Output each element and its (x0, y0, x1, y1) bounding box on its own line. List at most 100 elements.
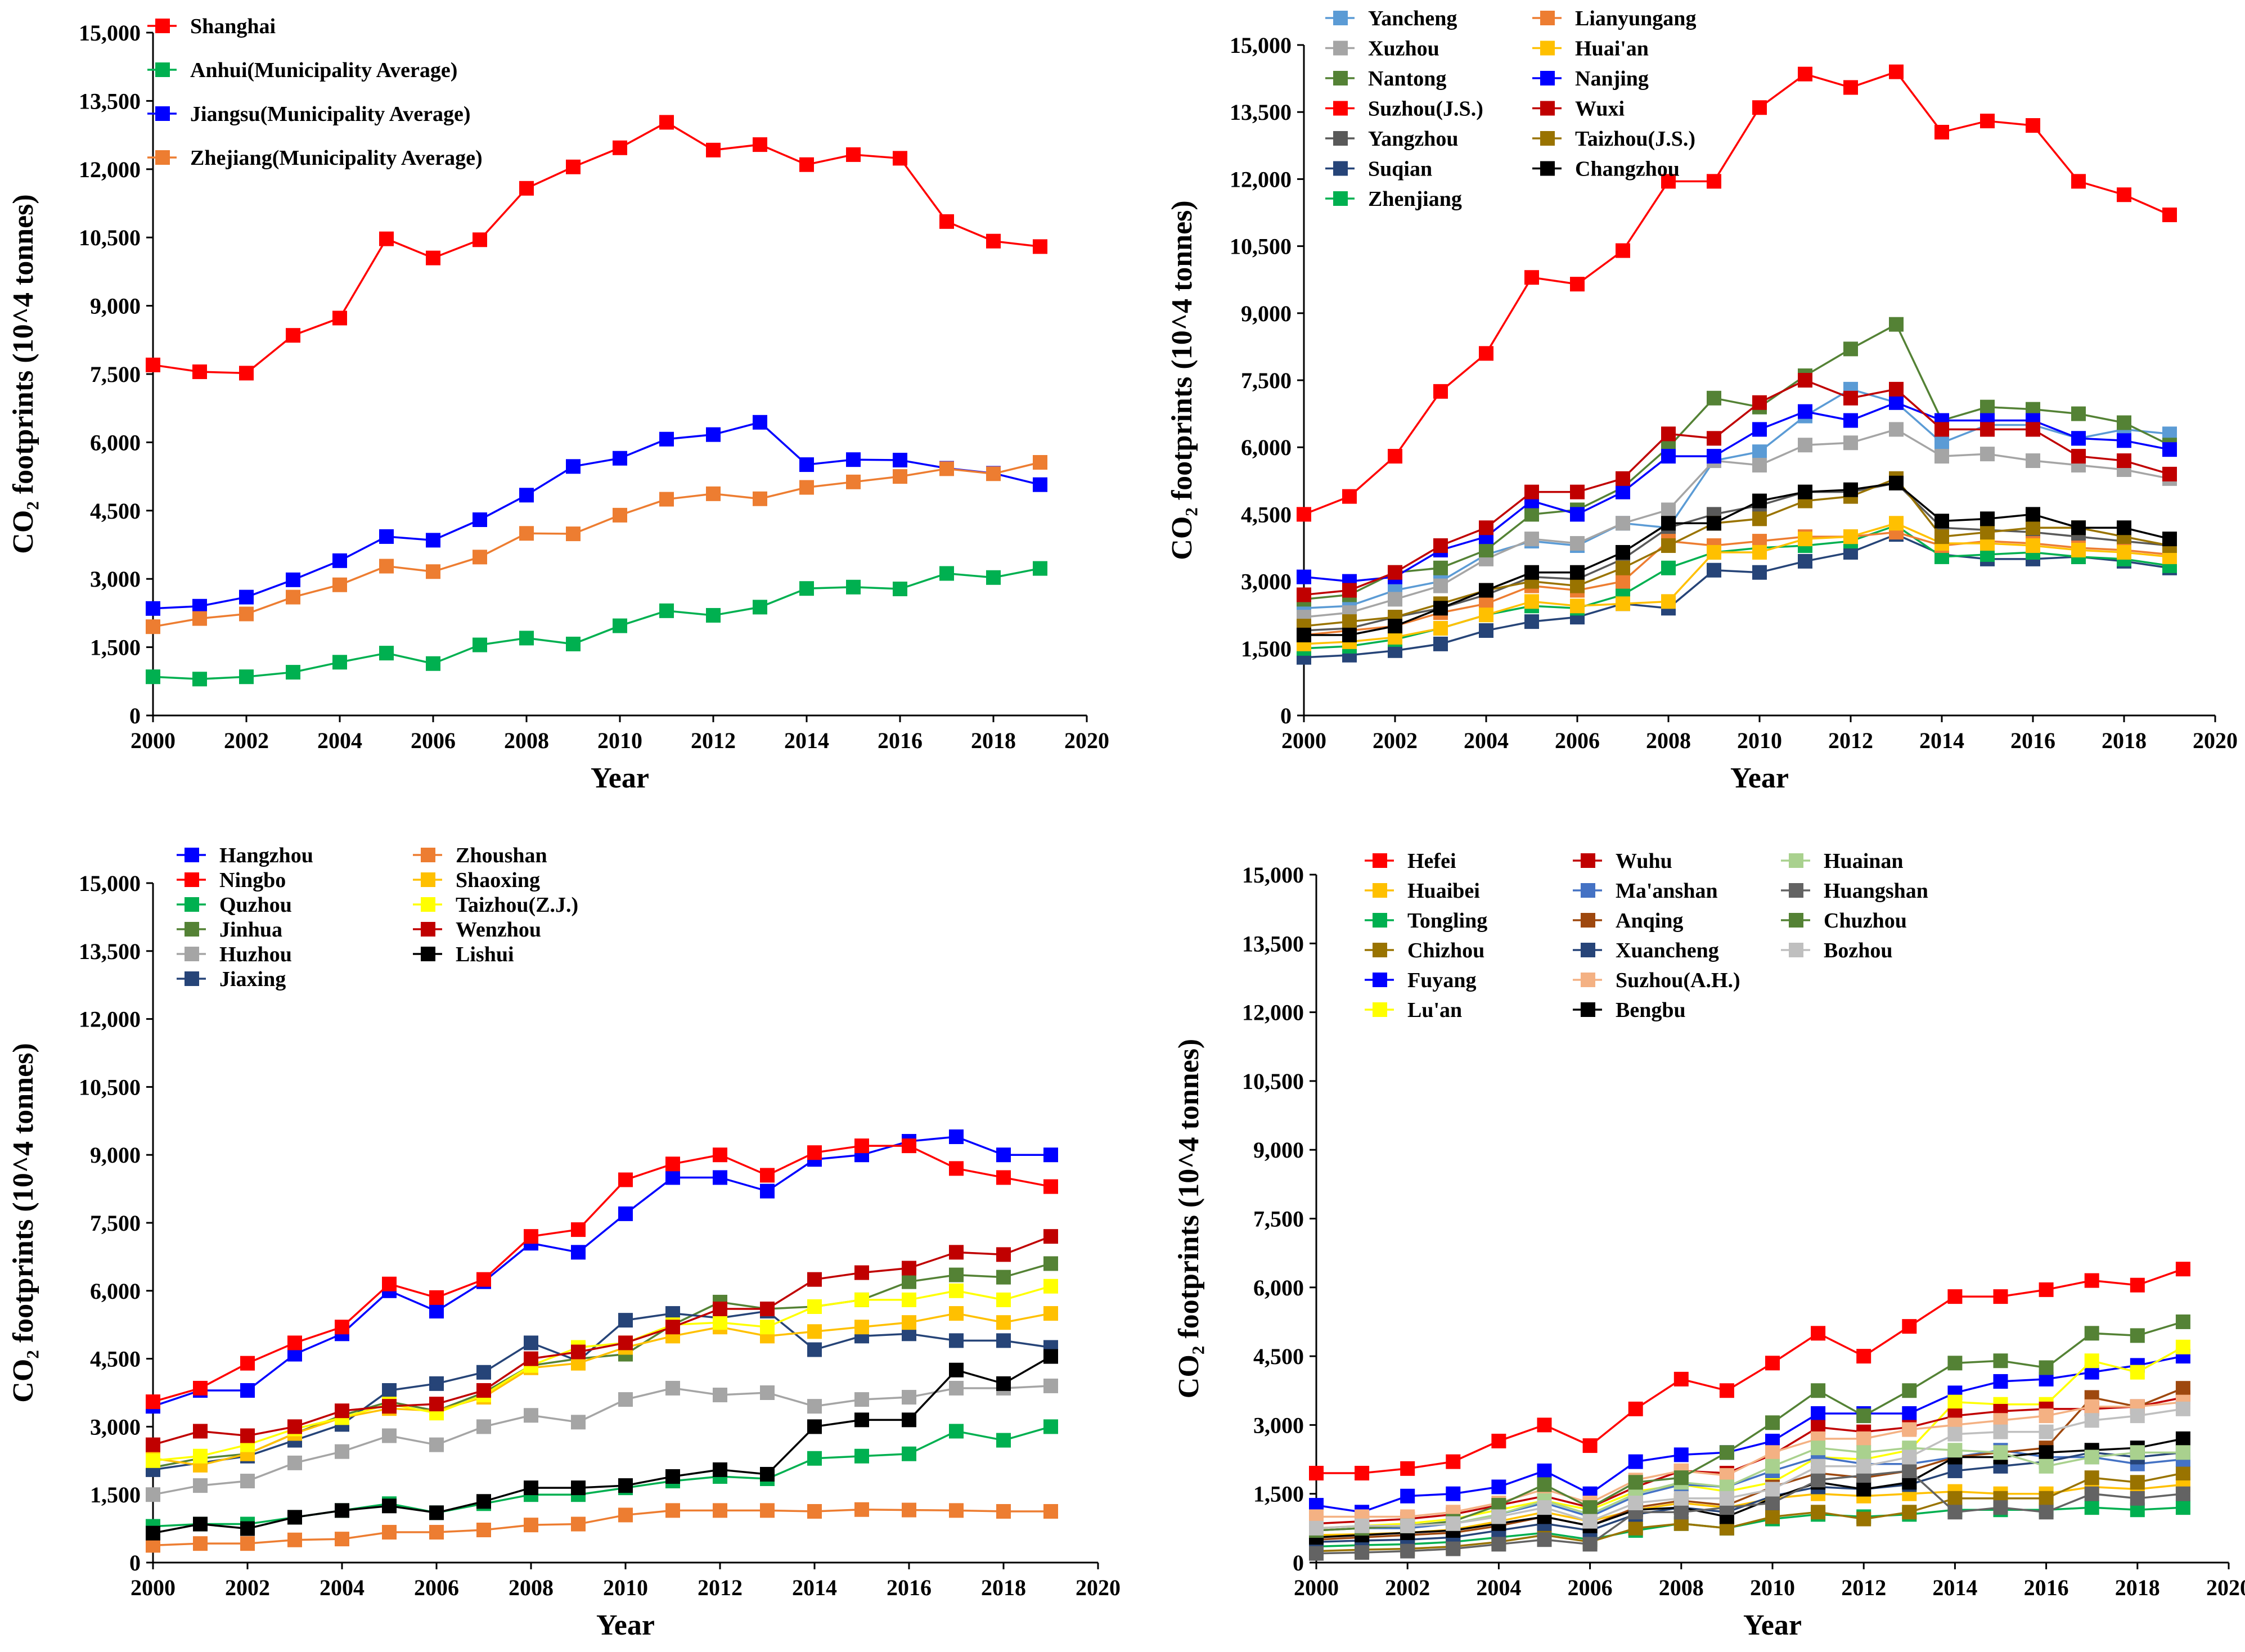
y-tick-label: 6,000 (1253, 1275, 1304, 1300)
data-point (1843, 482, 1858, 497)
legend-marker (1581, 943, 1595, 957)
data-point (1947, 1289, 1963, 1304)
series-xuzhou (1297, 422, 2177, 625)
legend-item-huai-an: Huai'an (1532, 37, 1649, 61)
legend-marker (1540, 131, 1555, 146)
data-point (902, 1412, 916, 1428)
data-point (902, 1292, 916, 1307)
legend-item-jiangsu-municipality-average: Jiangsu(Municipality Average) (147, 102, 471, 126)
legend-item-zhoushan: Zhoushan (413, 844, 547, 867)
legend-label: Chuzhou (1824, 909, 1907, 933)
data-point (1537, 1500, 1552, 1515)
data-point (713, 1147, 727, 1163)
legend-item-anqing: Anqing (1573, 909, 1683, 933)
data-point (524, 1518, 538, 1533)
data-point (799, 457, 814, 472)
y-tick-label: 12,000 (1242, 1000, 1304, 1025)
x-tick-label: 2008 (1646, 728, 1691, 753)
series-quzhou (146, 1419, 1058, 1534)
data-point (429, 1304, 444, 1319)
data-point (1043, 1256, 1058, 1271)
data-point (2117, 453, 2131, 469)
data-point (2026, 453, 2040, 469)
x-tick-label: 2000 (131, 1575, 176, 1600)
series-line (152, 1136, 1051, 1407)
y-tick-label: 7,500 (1241, 368, 1292, 393)
data-point (1719, 1491, 1734, 1506)
data-point (1570, 507, 1585, 522)
legend-marker (1373, 883, 1387, 898)
series-line (1316, 1472, 2184, 1552)
legend-label: Suzhou(A.H.) (1616, 969, 1740, 992)
data-point (1355, 1518, 1370, 1533)
data-point (1947, 1443, 1963, 1458)
data-point (1719, 1383, 1734, 1398)
data-point (473, 512, 487, 527)
data-point (713, 1503, 727, 1518)
data-point (193, 1478, 208, 1493)
data-point (2026, 520, 2040, 535)
y-axis-label: CO₂ footprints (10^4 tonnes) (1173, 1039, 1205, 1398)
data-point (382, 1428, 397, 1443)
data-point (571, 1516, 586, 1532)
data-point (1843, 413, 1858, 428)
y-tick-label: 10,500 (1242, 1069, 1304, 1094)
data-point (713, 1170, 727, 1185)
data-point (1673, 1371, 1689, 1387)
data-point (287, 1510, 302, 1525)
data-point (854, 1502, 869, 1517)
data-point (2039, 1445, 2054, 1460)
legend-marker (421, 947, 435, 961)
y-tick-label: 7,500 (90, 1210, 141, 1236)
data-point (1843, 390, 1858, 406)
y-tick-label: 1,500 (90, 635, 141, 660)
data-point (240, 1356, 255, 1371)
data-point (382, 1276, 397, 1291)
data-point (1811, 1406, 1826, 1421)
data-point (476, 1523, 491, 1538)
legend-marker (1581, 973, 1595, 987)
data-point (2084, 1353, 2099, 1369)
x-tick-label: 2014 (792, 1575, 837, 1600)
data-point (996, 1376, 1011, 1391)
legend-marker (1333, 131, 1348, 146)
data-point (524, 1351, 538, 1366)
data-point (1993, 1289, 2008, 1304)
y-tick-label: 6,000 (1241, 435, 1292, 460)
data-point (659, 603, 674, 618)
data-point (2039, 1424, 2054, 1439)
data-point (1570, 277, 1585, 292)
x-tick-label: 2004 (1464, 728, 1509, 753)
data-point (2175, 1431, 2190, 1446)
x-tick-label: 2010 (1750, 1575, 1795, 1600)
data-point (429, 1376, 444, 1391)
data-point (566, 159, 581, 174)
data-point (2071, 542, 2086, 557)
data-point (426, 656, 440, 671)
data-point (618, 1478, 633, 1493)
data-point (1616, 243, 1630, 258)
data-point (2175, 1486, 2190, 1501)
x-tick-label: 2008 (504, 728, 549, 753)
data-point (996, 1315, 1011, 1330)
series-line (1304, 481, 2170, 636)
data-point (1980, 511, 1995, 526)
data-point (332, 553, 347, 568)
data-point (1719, 1445, 1734, 1460)
legend-label: Taizhou(J.S.) (1575, 127, 1695, 151)
data-point (902, 1446, 916, 1461)
data-point (659, 431, 674, 447)
legend-label: Yangzhou (1368, 127, 1459, 151)
legend-marker (185, 922, 199, 937)
data-point (1980, 447, 1995, 462)
data-point (1934, 449, 1949, 464)
x-tick-label: 2020 (2206, 1575, 2245, 1600)
x-tick-label: 2004 (317, 728, 362, 753)
legend-item-taizhou-j-s: Taizhou(J.S.) (1532, 127, 1695, 151)
data-point (1582, 1500, 1598, 1515)
x-tick-label: 2012 (1841, 1575, 1886, 1600)
legend-marker (421, 922, 435, 937)
data-point (1537, 1532, 1552, 1547)
data-point (949, 1333, 964, 1348)
data-point (1752, 565, 1767, 580)
